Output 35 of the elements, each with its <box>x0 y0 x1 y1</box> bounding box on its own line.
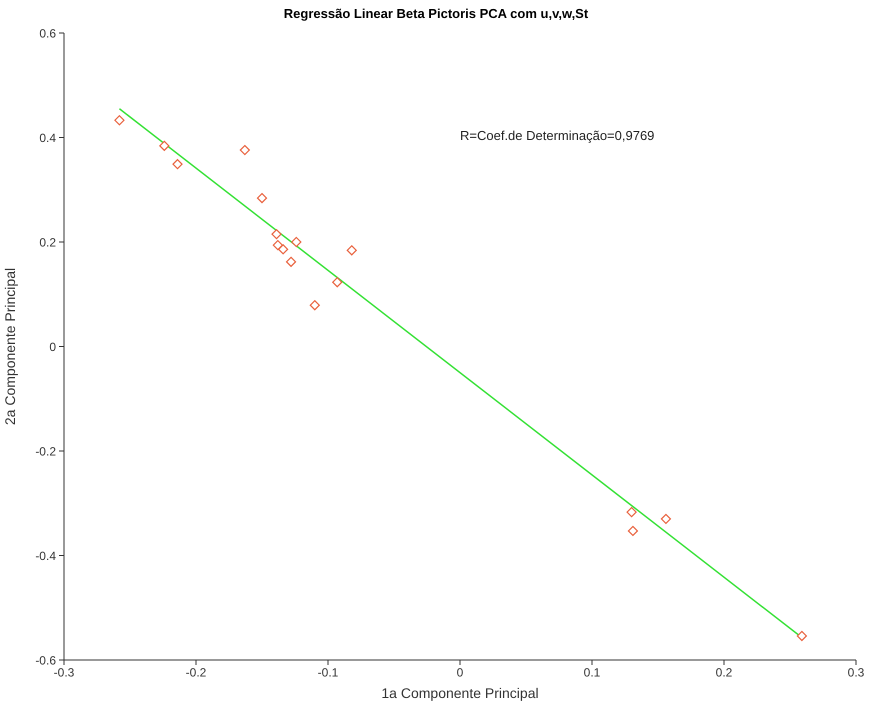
y-tick-label: 0 <box>49 340 56 354</box>
y-tick-label: 0.4 <box>39 130 56 145</box>
x-tick-label: 0.2 <box>716 666 733 680</box>
point <box>346 245 357 256</box>
y-tick-label: -0.4 <box>35 548 56 563</box>
y-axis-title: 2a Componente Principal <box>2 268 18 426</box>
point <box>286 256 296 267</box>
point <box>271 229 282 240</box>
point <box>626 507 637 518</box>
x-axis-title: 1a Componente Principal <box>381 685 539 701</box>
x-tick-label: -0.1 <box>318 666 339 680</box>
point <box>796 630 807 642</box>
y-tick-label: -0.2 <box>35 444 56 458</box>
point <box>256 193 268 204</box>
x-tick-label: -0.2 <box>186 666 207 680</box>
point <box>159 140 170 151</box>
point <box>628 526 638 536</box>
point <box>272 240 283 250</box>
point <box>660 514 672 524</box>
point <box>332 277 342 288</box>
chart-title: Regressão Linear Beta Pictoris PCA com u,v,w,St <box>282 6 590 21</box>
point <box>172 159 183 170</box>
x-tick-label: -0.3 <box>54 666 75 680</box>
point <box>240 144 250 156</box>
y-tick-label: -0.6 <box>35 653 56 668</box>
point <box>310 300 320 310</box>
y-tick-label: 0.6 <box>39 26 56 40</box>
x-tick-label: 0 <box>456 666 464 680</box>
x-tick-label: 0.1 <box>584 666 601 680</box>
point <box>278 244 288 254</box>
point <box>291 236 302 248</box>
x-tick-label: 0.3 <box>848 666 865 680</box>
annotation: R=Coef.de Determinação=0,9769 <box>460 128 654 143</box>
y-tick-label: 0.2 <box>39 235 56 250</box>
point <box>114 115 125 126</box>
